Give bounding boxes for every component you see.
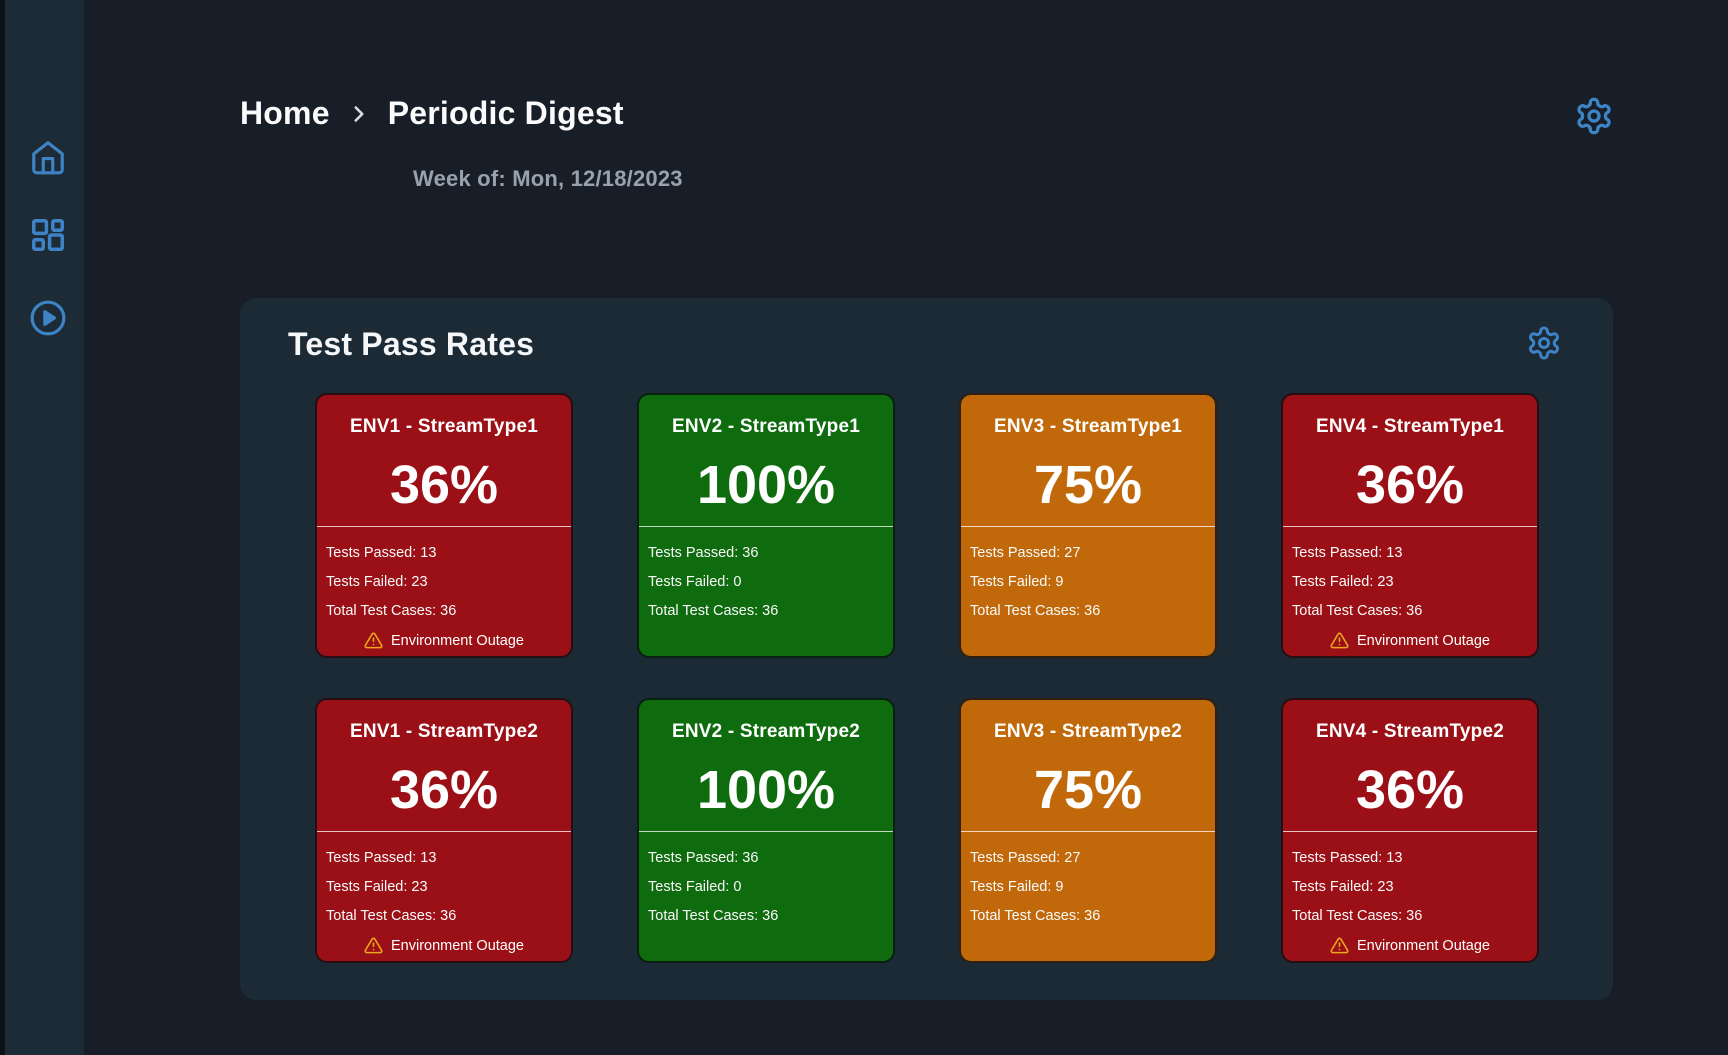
chevron-right-icon: [346, 101, 372, 127]
environment-outage-badge: Environment Outage: [326, 936, 562, 955]
pass-rate-value: 36%: [389, 455, 499, 515]
card-title: ENV1 - StreamType1: [349, 416, 539, 437]
breadcrumb: Home Periodic Digest: [240, 95, 624, 132]
pass-rate-value: 100%: [696, 455, 836, 515]
tests-failed-stat: Tests Failed: 23: [326, 879, 428, 895]
total-test-cases-stat: Total Test Cases: 36: [1292, 908, 1423, 924]
window-edge-strip: [0, 0, 5, 1055]
week-of-label: Week of: Mon, 12/18/2023: [413, 166, 683, 191]
tests-passed-stat: Tests Passed: 13: [1292, 850, 1403, 866]
status-card: ENV3 - StreamType1 75% Tests Passed: 27 …: [959, 393, 1217, 658]
environment-outage-badge: Environment Outage: [326, 631, 562, 650]
pass-rate-value: 36%: [1355, 455, 1465, 515]
panel-settings-button[interactable]: [1525, 324, 1563, 362]
play-circle-icon: [30, 300, 66, 336]
card-title: ENV4 - StreamType1: [1315, 416, 1505, 437]
status-card: ENV4 - StreamType1 36% Tests Passed: 13 …: [1281, 393, 1539, 658]
card-title: ENV3 - StreamType1: [993, 416, 1183, 437]
breadcrumb-current-page: Periodic Digest: [387, 95, 624, 131]
sidebar-home-button[interactable]: [27, 136, 69, 178]
status-card: ENV4 - StreamType2 36% Tests Passed: 13 …: [1281, 698, 1539, 963]
warning-triangle-icon: [1330, 632, 1349, 649]
home-icon: [32, 141, 64, 175]
cards-grid: ENV1 - StreamType1 36% Tests Passed: 13 …: [315, 393, 1539, 963]
status-card: ENV1 - StreamType1 36% Tests Passed: 13 …: [315, 393, 573, 658]
tests-failed-stat: Tests Failed: 0: [648, 574, 742, 590]
card-divider: [1283, 526, 1537, 527]
gear-icon: [1577, 97, 1611, 135]
card-divider: [639, 831, 893, 832]
total-test-cases-stat: Total Test Cases: 36: [1292, 603, 1423, 619]
total-test-cases-stat: Total Test Cases: 36: [326, 908, 457, 924]
tests-failed-stat: Tests Failed: 23: [1292, 574, 1394, 590]
card-divider: [1283, 831, 1537, 832]
tests-failed-stat: Tests Failed: 23: [1292, 879, 1394, 895]
gear-icon: [1528, 326, 1560, 360]
environment-outage-badge: Environment Outage: [1292, 631, 1528, 650]
sidebar-run-button[interactable]: [27, 297, 69, 339]
test-pass-rates-panel: Test Pass Rates ENV1 - StreamType1 36% T…: [240, 298, 1613, 1000]
breadcrumb-home-link[interactable]: Home: [240, 95, 330, 131]
status-card: ENV2 - StreamType2 100% Tests Passed: 36…: [637, 698, 895, 963]
sidebar: [5, 0, 84, 1055]
card-title: ENV4 - StreamType2: [1315, 721, 1505, 742]
total-test-cases-stat: Total Test Cases: 36: [970, 603, 1101, 619]
card-divider: [317, 526, 571, 527]
tests-passed-stat: Tests Passed: 36: [648, 545, 759, 561]
pass-rate-value: 36%: [389, 760, 499, 820]
card-divider: [639, 526, 893, 527]
card-divider: [317, 831, 571, 832]
total-test-cases-stat: Total Test Cases: 36: [970, 908, 1101, 924]
tests-passed-stat: Tests Passed: 27: [970, 850, 1081, 866]
pass-rate-value: 100%: [696, 760, 836, 820]
tests-failed-stat: Tests Failed: 23: [326, 574, 428, 590]
card-title: ENV2 - StreamType1: [671, 416, 861, 437]
panel-title: Test Pass Rates: [288, 326, 535, 362]
warning-triangle-icon: [364, 937, 383, 954]
tests-passed-stat: Tests Passed: 13: [326, 850, 437, 866]
tests-passed-stat: Tests Passed: 13: [1292, 545, 1403, 561]
card-divider: [961, 831, 1215, 832]
status-card: ENV1 - StreamType2 36% Tests Passed: 13 …: [315, 698, 573, 963]
pass-rate-value: 75%: [1033, 760, 1143, 820]
pass-rate-value: 75%: [1033, 455, 1143, 515]
card-divider: [961, 526, 1215, 527]
tests-failed-stat: Tests Failed: 9: [970, 574, 1064, 590]
environment-outage-badge: Environment Outage: [1292, 936, 1528, 955]
total-test-cases-stat: Total Test Cases: 36: [648, 603, 779, 619]
dashboard-grid-icon: [32, 219, 64, 251]
page-settings-button[interactable]: [1573, 95, 1615, 137]
tests-failed-stat: Tests Failed: 9: [970, 879, 1064, 895]
status-card: ENV3 - StreamType2 75% Tests Passed: 27 …: [959, 698, 1217, 963]
card-title: ENV2 - StreamType2: [671, 721, 861, 742]
sidebar-dashboard-button[interactable]: [27, 214, 69, 256]
card-title: ENV1 - StreamType2: [349, 721, 539, 742]
tests-passed-stat: Tests Passed: 13: [326, 545, 437, 561]
card-title: ENV3 - StreamType2: [993, 721, 1183, 742]
total-test-cases-stat: Total Test Cases: 36: [326, 603, 457, 619]
warning-triangle-icon: [364, 632, 383, 649]
tests-passed-stat: Tests Passed: 27: [970, 545, 1081, 561]
total-test-cases-stat: Total Test Cases: 36: [648, 908, 779, 924]
status-card: ENV2 - StreamType1 100% Tests Passed: 36…: [637, 393, 895, 658]
pass-rate-value: 36%: [1355, 760, 1465, 820]
tests-failed-stat: Tests Failed: 0: [648, 879, 742, 895]
tests-passed-stat: Tests Passed: 36: [648, 850, 759, 866]
warning-triangle-icon: [1330, 937, 1349, 954]
